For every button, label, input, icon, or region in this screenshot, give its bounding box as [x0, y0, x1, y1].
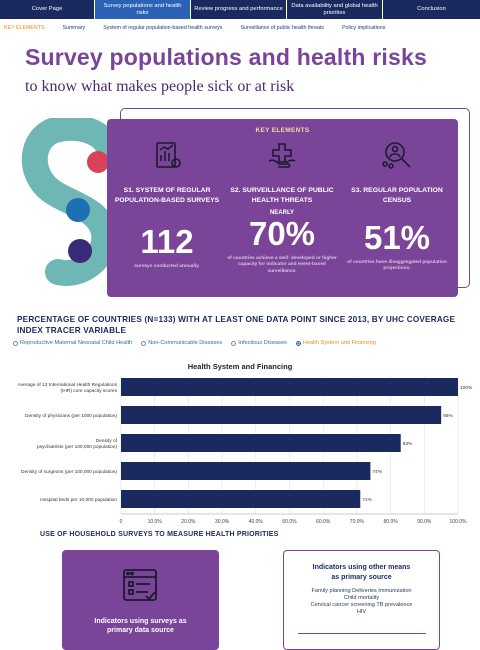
other-means-card[interactable]: Indicators using other means as primary s…	[283, 550, 440, 650]
survey-form-icon	[123, 569, 157, 601]
bar	[121, 406, 442, 424]
s2-value: 70%	[248, 215, 316, 252]
s1-title-line2: POPULATION-BASED SURVEYS	[114, 197, 220, 204]
radio-label: Reproductive Maternal Neonatal Child Hea…	[20, 340, 133, 346]
s3-title-line2: CENSUS	[382, 197, 412, 204]
s2-title-line1: S2. SURVEILLANCE OF PUBLIC	[230, 187, 334, 194]
key-elements-heading: KEY ELEMENTS	[255, 127, 310, 134]
x-tick-label: 90.0%	[417, 519, 432, 524]
radio-rmnch[interactable]: Reproductive Maternal Neonatal Child Hea…	[13, 340, 132, 346]
tab-conclusion[interactable]: Conclusion	[417, 6, 446, 13]
x-tick-label: 10.0%	[148, 519, 163, 524]
data-label: 83%	[403, 441, 413, 447]
subnav-policy[interactable]: Policy implications	[342, 25, 386, 31]
radio-health-system[interactable]: Health System and Financing	[295, 340, 376, 346]
key-element-s2: S2. SURVEILLANCE OF PUBLIC HEALTH THREATS…	[227, 137, 337, 275]
hand-health-cross-icon	[268, 143, 296, 168]
tab-data-availability[interactable]: Data availability and global health prio…	[287, 0, 383, 19]
surveys-card-line2: primary data source	[107, 627, 174, 634]
data-label: 71%	[362, 497, 372, 503]
surveys-card-line1: Indicators using surveys as	[94, 618, 187, 625]
data-label: 74%	[372, 469, 382, 475]
s3-value: 51%	[363, 219, 431, 256]
x-tick-label: 0	[120, 519, 123, 524]
other-card-item: Family planning Deliveries Immunization	[311, 588, 412, 594]
category-label: Average of 13 International Health Regul…	[18, 382, 118, 388]
tab-cover-page[interactable]: Cover Page	[0, 0, 95, 19]
subnav-surveys[interactable]: System of regular population-based healt…	[103, 25, 223, 31]
s1-desc: surveys conducted annually.	[134, 264, 200, 269]
other-card-item: Cervical cancer screening TB prevalence	[310, 602, 413, 608]
key-element-s3: S3. REGULAR POPULATION CENSUS 51% of coun…	[342, 137, 452, 273]
s3-title-line1: S3. REGULAR POPULATION	[351, 187, 443, 194]
radio-dot-icon	[13, 340, 18, 346]
s1-value: 112	[140, 223, 194, 260]
page-subtitle: to know what makes people sick or at ris…	[25, 78, 295, 95]
x-tick-label: 50.0%	[282, 519, 297, 524]
x-tick-label: 100.0%	[450, 519, 468, 524]
subnav-key-elements[interactable]: KEY ELEMENTS	[4, 25, 45, 31]
radio-dot-icon	[231, 340, 237, 346]
bar-chart-doc-icon	[156, 142, 181, 168]
category-label: Hospital beds per 10,000 population	[40, 497, 117, 503]
radio-label: Non-Communicable Diseases	[148, 340, 223, 346]
other-card-title-line2: as primary source	[331, 573, 392, 581]
x-tick-label: 40.0%	[249, 519, 264, 524]
bar	[121, 490, 361, 508]
data-label: 100%	[460, 385, 473, 391]
bar	[121, 462, 371, 480]
x-tick-label: 60.0%	[316, 519, 331, 524]
s2-title-line2: HEALTH THREATS	[251, 197, 313, 204]
data-label: 95%	[443, 413, 453, 419]
chart-title: Health System and Financing	[187, 362, 293, 371]
divider	[298, 633, 426, 634]
key-element-s1: S1. SYSTEM OF REGULAR POPULATION-BASED SU…	[112, 137, 222, 270]
surveys-primary-card[interactable]: Indicators using surveys as primary data …	[62, 550, 219, 650]
category-label: Density of surgeons (per 100,000 populat…	[21, 469, 117, 475]
s2-prefix: NEARLY	[269, 210, 295, 216]
category-label: psychiatrists (per 100,000 population)	[37, 444, 117, 450]
category-label: Density of	[96, 438, 118, 444]
s3-desc: of countries have disaggregated populati…	[347, 260, 447, 272]
bar	[121, 434, 401, 452]
s1-title-line1: S1. SYSTEM OF REGULAR	[123, 187, 211, 194]
people-search-icon	[382, 142, 411, 169]
decorative-s-logo	[21, 118, 121, 287]
radio-dot-icon	[295, 340, 301, 346]
radio-label: Health System and Financing	[302, 340, 376, 346]
tab-survey-populations[interactable]: Survey populations and health risks	[95, 0, 191, 19]
tracer-filter-radios: Reproductive Maternal Neonatal Child Hea…	[13, 340, 385, 346]
x-tick-label: 80.0%	[384, 519, 399, 524]
radio-infectious[interactable]: Infectious Diseases	[231, 340, 287, 346]
x-tick-label: 20.0%	[181, 519, 196, 524]
household-section-title: USE OF HOUSEHOLD SURVEYS TO MEASURE HEAL…	[40, 531, 279, 538]
x-tick-label: 30.0%	[215, 519, 230, 524]
radio-ncd[interactable]: Non-Communicable Diseases	[141, 340, 222, 346]
top-nav: Cover Page Survey populations and health…	[0, 0, 480, 19]
radio-dot-icon	[141, 340, 147, 346]
sub-nav: KEY ELEMENTS Summary System of regular p…	[0, 22, 480, 34]
s2-desc: of countries achieve a well- developed o…	[227, 256, 337, 274]
page-title: Survey populations and health risks	[25, 44, 427, 70]
category-label: (IHR) core capacity scores	[60, 388, 117, 394]
other-card-item: HIV	[356, 609, 367, 615]
coverage-section-title: PERCENTAGE OF COUNTRIES (N=133) WITH AT …	[17, 315, 456, 335]
other-card-item: Child mortality	[343, 595, 380, 601]
health-system-bar-chart: 0 10.0% 20.0% 30.0% 40.0% 50.0% 60.0% 70.0% 80.0…	[18, 376, 473, 524]
other-card-title-line1: Indicators using other means	[312, 564, 411, 571]
tab-review-progress[interactable]: Review progress and performance	[191, 0, 287, 19]
radio-label: Infectious Diseases	[238, 340, 287, 346]
bar	[121, 378, 458, 396]
x-tick-label: 70.0%	[350, 519, 365, 524]
subnav-surveillance[interactable]: Surveillance of public health threats	[240, 25, 325, 31]
category-label: Density of physicians (per 1000 populati…	[25, 413, 117, 419]
subnav-summary[interactable]: Summary	[62, 25, 86, 31]
key-elements-panel: KEY ELEMENTS S1. SYSTEM OF REGULAR POPULA…	[107, 119, 458, 297]
